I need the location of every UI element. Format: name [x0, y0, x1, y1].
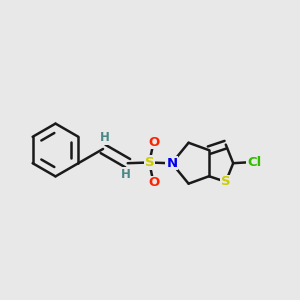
Text: S: S [221, 175, 231, 188]
Text: Cl: Cl [247, 156, 261, 169]
Text: H: H [100, 131, 110, 144]
Text: N: N [166, 157, 177, 170]
Text: O: O [148, 136, 160, 149]
Text: S: S [145, 156, 154, 169]
Text: H: H [121, 168, 131, 181]
Text: O: O [148, 176, 160, 190]
